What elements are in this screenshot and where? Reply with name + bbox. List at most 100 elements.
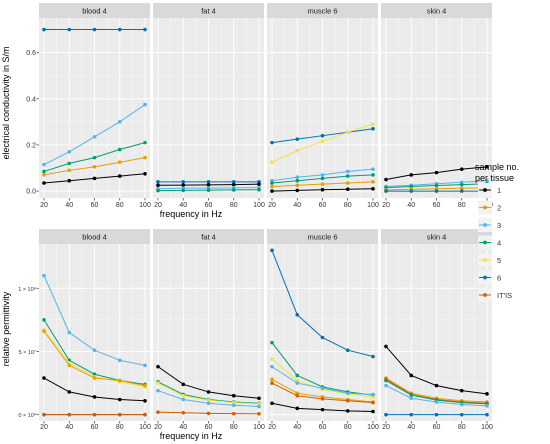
series-sample-1	[384, 344, 489, 396]
data-point	[295, 137, 300, 141]
x-tick-label: 60	[91, 202, 99, 209]
series-sample-6	[270, 248, 375, 359]
series-sample-1	[42, 376, 147, 403]
data-point	[181, 382, 186, 387]
x-tick-label: 100	[139, 424, 151, 431]
legend-item-label: 3	[497, 221, 501, 230]
legend-item-label: 5	[497, 256, 501, 265]
data-point	[409, 173, 414, 177]
legend-item-label: 1	[497, 186, 501, 195]
legend-key-point	[483, 240, 487, 245]
data-point	[143, 102, 147, 107]
data-point	[117, 120, 122, 124]
facet-strip	[153, 229, 264, 244]
legend-item-5: 5	[478, 253, 501, 267]
data-point	[42, 376, 46, 380]
x-tick-label: 60	[433, 424, 441, 431]
x-tick-label: 40	[293, 424, 301, 431]
data-point	[485, 165, 489, 169]
x-tick-label: 60	[205, 424, 213, 431]
data-point	[156, 188, 160, 193]
data-point	[434, 412, 439, 417]
legend-item-itis: IT'IS	[478, 288, 512, 302]
data-point	[345, 391, 350, 395]
facet-strip-label: skin 4	[427, 7, 447, 16]
data-point	[384, 378, 388, 383]
x-tick-label: 20	[40, 424, 48, 431]
data-point	[270, 377, 274, 382]
x-tick-label: 80	[116, 424, 124, 431]
conductivity-x-axis-title: frequency in Hz	[160, 209, 223, 219]
series-sample-3	[42, 273, 147, 368]
data-point	[384, 177, 388, 182]
x-tick-label: 80	[458, 424, 466, 431]
data-point	[206, 183, 211, 187]
data-point	[42, 169, 46, 174]
data-point	[384, 189, 388, 193]
data-point	[295, 378, 300, 383]
x-tick-label: 60	[433, 202, 441, 209]
y-tick-label: 1 × 10⁸	[18, 286, 36, 293]
legend-item-label: 4	[497, 238, 501, 247]
data-point	[295, 391, 300, 395]
series-sample-2	[42, 329, 147, 388]
data-point	[117, 378, 122, 383]
data-point	[459, 412, 464, 417]
data-point	[206, 398, 211, 402]
x-tick-label: 80	[116, 202, 124, 209]
conductivity-y-axis-title: electrical conductivity in S/m	[1, 46, 11, 159]
series-sample-2	[42, 155, 147, 177]
data-point	[181, 397, 186, 402]
data-point	[231, 182, 236, 187]
facet-strip-label: fat 4	[201, 233, 216, 242]
x-tick-label: 40	[407, 424, 415, 431]
data-point	[485, 412, 489, 417]
x-tick-label: 40	[65, 202, 73, 209]
permittivity-y-axis-title: relative permittivity	[1, 291, 11, 366]
data-point	[434, 170, 439, 175]
data-point	[434, 189, 439, 193]
data-point	[42, 162, 46, 167]
data-point	[295, 406, 300, 411]
facet-strip-label: blood 4	[82, 233, 107, 242]
data-point	[231, 400, 236, 405]
data-point	[92, 135, 97, 139]
data-point	[156, 381, 160, 385]
data-point	[67, 150, 72, 154]
series-itis	[42, 412, 147, 417]
panel-permittivity-blood-4: blood 4 20 40 60 80 100 0 × 10⁰ 5 × 10⁷ 1 × 10⁸	[18, 229, 151, 431]
data-point	[320, 176, 325, 181]
panel-permittivity-fat-4: fat 4 20 40 60 80 100	[153, 229, 265, 431]
x-tick-label: 20	[154, 202, 162, 209]
x-tick-label: 100	[253, 424, 265, 431]
data-point	[143, 155, 147, 160]
panel-conductivity-fat-4: fat 4 20 40 60 80 100	[153, 3, 265, 209]
data-point	[270, 184, 274, 189]
data-point	[92, 376, 97, 380]
data-point	[67, 330, 72, 335]
data-point	[345, 398, 350, 403]
data-point	[295, 373, 300, 378]
data-point	[143, 412, 147, 417]
data-point	[320, 182, 325, 186]
panels-layer: blood 4 20 40 60 80 100 0.0 0.2 0.4 0.6 fat 4 20 40 6…	[18, 3, 493, 431]
data-point	[181, 410, 186, 415]
data-point	[206, 188, 211, 192]
data-point	[206, 390, 211, 394]
data-point	[320, 139, 325, 144]
data-point	[117, 147, 122, 152]
legend-item-6: 6	[478, 270, 501, 285]
legend-keys: 1 2 3 4 5 6 IT'IS	[478, 183, 512, 302]
data-point	[270, 381, 274, 385]
data-point	[434, 383, 439, 388]
data-point	[231, 411, 236, 416]
data-point	[434, 183, 439, 188]
data-point	[409, 373, 414, 378]
data-point	[231, 393, 236, 398]
data-point	[459, 182, 464, 187]
data-point	[384, 383, 388, 388]
data-point	[320, 187, 325, 192]
data-point	[156, 183, 160, 188]
series-sample-6	[384, 189, 489, 193]
facet-strip	[267, 3, 378, 18]
